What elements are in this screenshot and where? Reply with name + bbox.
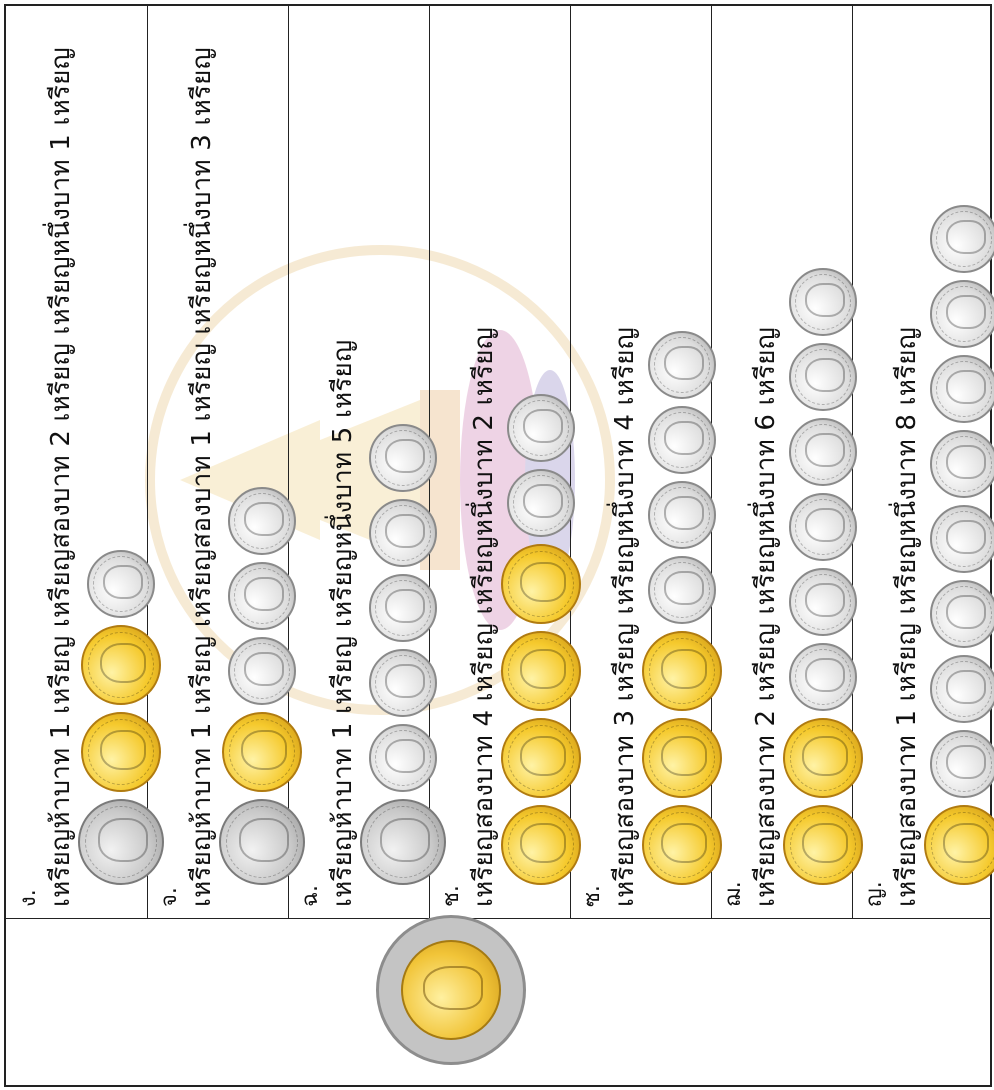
one-baht-coin-icon: [369, 424, 437, 492]
one-baht-coin-icon: [228, 637, 296, 705]
one-baht-coin-icon: [507, 469, 575, 537]
one-baht-coin-icon: [87, 550, 155, 618]
table-grid: ง. เหรียญห้าบาท 1 เหรียญ เหรียญสองบาท 2 เ…: [4, 2, 994, 1087]
two-baht-coin-icon: [501, 718, 581, 798]
coin-group: [783, 268, 863, 885]
two-baht-coin-icon: [501, 805, 581, 885]
one-baht-coin-icon: [648, 556, 716, 624]
one-baht-coin-icon: [789, 343, 857, 411]
one-baht-coin-icon: [930, 205, 994, 273]
worksheet-row: จ. เหรียญห้าบาท 1 เหรียญ เหรียญสองบาท 1 เ…: [147, 2, 305, 1085]
one-baht-coin-icon: [369, 724, 437, 792]
row-description: เหรียญสองบาท 3 เหรียญ เหรียญหนึ่งบาท 4 เ…: [610, 327, 640, 907]
one-baht-coin-icon: [228, 562, 296, 630]
two-baht-coin-icon: [501, 631, 581, 711]
one-baht-coin-icon: [930, 580, 994, 648]
row-description: เหรียญสองบาท 1 เหรียญ เหรียญหนึ่งบาท 8 เ…: [892, 327, 922, 907]
worksheet-row: ญ. เหรียญสองบาท 1 เหรียญ เหรียญหนึ่งบาท 8…: [852, 2, 994, 1085]
two-baht-coin-icon: [924, 805, 994, 885]
two-baht-coin-icon: [642, 631, 722, 711]
one-baht-coin-icon: [930, 280, 994, 348]
coin-group: [642, 331, 722, 885]
one-baht-coin-icon: [789, 493, 857, 561]
one-baht-coin-icon: [789, 643, 857, 711]
row-description: เหรียญสองบาท 4 เหรียญ เหรียญหนึ่งบาท 2 เ…: [469, 327, 499, 907]
two-baht-coin-icon: [783, 718, 863, 798]
one-baht-coin-icon: [930, 730, 994, 798]
one-baht-coin-icon: [648, 331, 716, 399]
worksheet-row: ซ. เหรียญสองบาท 3 เหรียญ เหรียญหนึ่งบาท 4…: [570, 2, 722, 1085]
one-baht-coin-icon: [789, 268, 857, 336]
one-baht-coin-icon: [507, 394, 575, 462]
row-description: เหรียญห้าบาท 1 เหรียญ เหรียญสองบาท 2 เหร…: [46, 47, 76, 907]
one-baht-coin-icon: [369, 499, 437, 567]
coin-group: [924, 205, 994, 885]
one-baht-coin-icon: [930, 430, 994, 498]
two-baht-coin-icon: [642, 718, 722, 798]
row-description: เหรียญห้าบาท 1 เหรียญ เหรียญสองบาท 1 เหร…: [187, 47, 217, 907]
one-baht-coin-icon: [648, 406, 716, 474]
row-description: เหรียญสองบาท 2 เหรียญ เหรียญหนึ่งบาท 6 เ…: [751, 327, 781, 907]
coin-group: [501, 394, 581, 885]
row-description: เหรียญห้าบาท 1 เหรียญ เหรียญหนึ่งบาท 5 เ…: [328, 339, 358, 907]
one-baht-coin-icon: [369, 574, 437, 642]
two-baht-coin-icon: [783, 805, 863, 885]
one-baht-coin-icon: [930, 505, 994, 573]
two-baht-coin-icon: [501, 544, 581, 624]
worksheet-row: ฌ. เหรียญสองบาท 2 เหรียญ เหรียญหนึ่งบาท 6…: [711, 2, 863, 1085]
worksheet-row: ง. เหรียญห้าบาท 1 เหรียญ เหรียญสองบาท 2 เ…: [6, 2, 164, 1085]
one-baht-coin-icon: [930, 355, 994, 423]
worksheet-row: ช. เหรียญสองบาท 4 เหรียญ เหรียญหนึ่งบาท 2…: [429, 2, 581, 1085]
one-baht-coin-icon: [369, 649, 437, 717]
one-baht-coin-icon: [789, 568, 857, 636]
one-baht-coin-icon: [930, 655, 994, 723]
worksheet-row: ฉ. เหรียญห้าบาท 1 เหรียญ เหรียญหนึ่งบาท 5…: [288, 2, 446, 1085]
two-baht-coin-icon: [642, 805, 722, 885]
one-baht-coin-icon: [789, 418, 857, 486]
one-baht-coin-icon: [648, 481, 716, 549]
one-baht-coin-icon: [228, 487, 296, 555]
